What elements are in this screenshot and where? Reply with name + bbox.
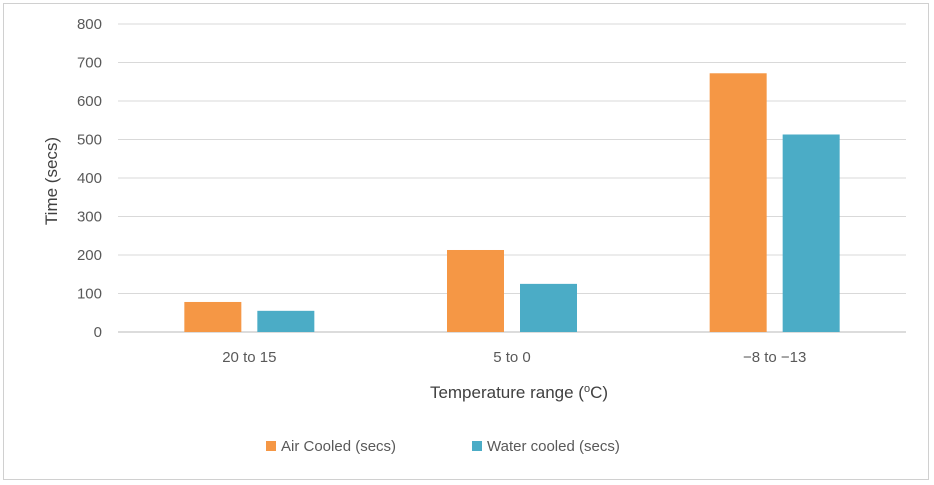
y-tick-label: 500 <box>77 132 102 149</box>
bar-water-cooled <box>257 310 315 332</box>
y-tick-label: 200 <box>77 247 102 264</box>
y-tick-label: 600 <box>77 93 102 110</box>
legend-label: Water cooled (secs) <box>487 438 620 455</box>
y-tick-label: 0 <box>94 324 102 341</box>
bar-air-cooled <box>447 249 504 332</box>
bar-water-cooled <box>520 283 577 332</box>
legend: Air Cooled (secs) Water cooled (secs) <box>266 438 620 455</box>
x-axis-ticks: 20 to 15 5 to 0 −8 to −13 <box>222 349 806 366</box>
x-tick-label: 20 to 15 <box>222 349 276 366</box>
x-axis-title-superscript: o <box>584 383 590 395</box>
legend-label: Air Cooled (secs) <box>281 438 396 455</box>
y-tick-label: 700 <box>77 55 102 72</box>
y-tick-label: 800 <box>77 16 102 33</box>
y-axis-ticks: 0 100 200 300 400 500 600 700 800 <box>77 16 102 341</box>
x-tick-label: 5 to 0 <box>493 349 531 366</box>
x-axis-title: Temperature range (oC) <box>430 383 608 402</box>
y-tick-label: 100 <box>77 286 102 303</box>
bar-air-cooled <box>184 301 242 332</box>
bar-air-cooled <box>709 73 767 332</box>
y-tick-label: 400 <box>77 170 102 187</box>
x-tick-label: −8 to −13 <box>743 349 806 366</box>
y-tick-label: 300 <box>77 209 102 226</box>
chart-frame <box>3 3 929 480</box>
bar-water-cooled <box>782 134 840 332</box>
x-axis-title-suffix: C) <box>590 383 608 402</box>
legend-swatch <box>266 441 276 451</box>
y-axis-title: Time (secs) <box>42 137 61 225</box>
gridlines <box>118 23 906 333</box>
x-axis-title-main: Temperature range ( <box>430 383 584 402</box>
bars <box>184 73 840 332</box>
legend-swatch <box>472 441 482 451</box>
